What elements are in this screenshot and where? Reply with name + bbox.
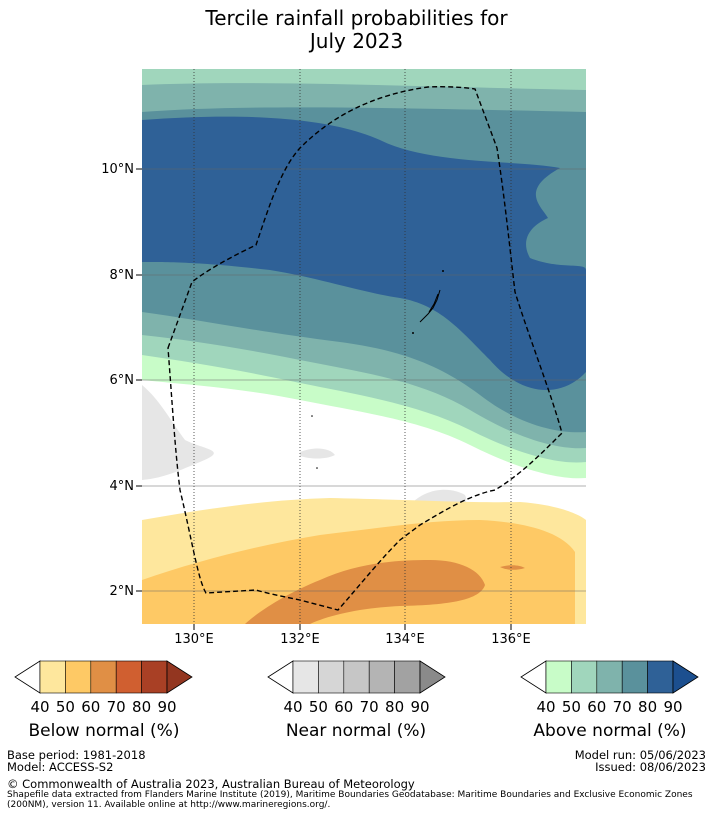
colorbar-tick-label: 40: [30, 698, 49, 716]
colorbar-above-normal: 40 50 60 70 80 90: [520, 660, 699, 716]
colorbar-segment: [115, 660, 142, 694]
island-dot: [412, 332, 414, 334]
base-period: Base period: 1981-2018: [7, 748, 146, 762]
above-80-band: [142, 116, 586, 391]
eez-boundary: [167, 86, 563, 611]
colorbar-segment: [571, 660, 598, 694]
lat-label-6n: 6°N: [110, 373, 135, 388]
colorbar-segment: [141, 660, 168, 694]
colorbar-segment: [647, 660, 674, 694]
latitude-gridlines: [142, 168, 586, 592]
colorbar-tick-label: 50: [56, 698, 75, 716]
model-name: Model: ACCESS-S2: [7, 760, 114, 774]
colorbar-tick-label: 80: [132, 698, 151, 716]
colorbar-under-triangle: [267, 660, 294, 694]
near-normal-patch-center: [300, 448, 335, 459]
colorbar-tick-label: 80: [638, 698, 657, 716]
colorbar-tick-label: 80: [385, 698, 404, 716]
colorbar-tick-label: 50: [309, 698, 328, 716]
colorbar-tick-label: 70: [107, 698, 126, 716]
island-dot: [442, 270, 444, 272]
lon-label-136e: 136°E: [491, 632, 531, 647]
copyright: © Commonwealth of Australia 2023, Austra…: [7, 777, 415, 791]
below-60-band: [245, 560, 485, 624]
palau-islands: [419, 289, 441, 323]
map-title: Tercile rainfall probabilities for July …: [0, 7, 713, 53]
colorbar-segment: [90, 660, 117, 694]
title-line-2: July 2023: [309, 29, 404, 53]
colorbar-segment: [368, 660, 395, 694]
colorbar-tick-label: 40: [283, 698, 302, 716]
longitude-gridlines: [193, 69, 512, 624]
lat-label-4n: 4°N: [110, 479, 135, 494]
colorbar-tick-label: 50: [562, 698, 581, 716]
colorbar-segment: [394, 660, 421, 694]
colorbar-segment: [343, 660, 370, 694]
colorbar-over-triangle: [166, 660, 193, 694]
colorbar-below-normal: 40 50 60 70 80 90: [14, 660, 193, 716]
colorbar-tick-label: 70: [360, 698, 379, 716]
lon-label-130e: 130°E: [174, 632, 214, 647]
colorbar-segment: [596, 660, 623, 694]
shapefile-credit: Shapefile data extracted from Flanders M…: [7, 790, 712, 810]
lat-label-2n: 2°N: [110, 584, 135, 599]
colorbar-tick-label: 60: [81, 698, 100, 716]
colorbar-over-triangle: [672, 660, 699, 694]
colorbar-tick-label: 60: [334, 698, 353, 716]
lon-label-132e: 132°E: [280, 632, 320, 647]
issued-date: Issued: 08/06/2023: [595, 760, 706, 774]
probability-field: [142, 69, 586, 624]
footer-right: Model run: 05/06/2023 Issued: 08/06/2023: [575, 749, 706, 773]
colorbar-tick-label: 70: [613, 698, 632, 716]
near-normal-patch-west: [142, 385, 214, 480]
colorbar-above-title: Above normal (%): [533, 721, 687, 741]
colorbar-tick-label: 60: [587, 698, 606, 716]
axis-ticks: [136, 168, 512, 630]
colorbar-tick-label: 90: [410, 698, 429, 716]
island-dot: [316, 467, 318, 469]
shapefile-credit-line-1: Shapefile data extracted from Flanders M…: [7, 790, 693, 800]
colorbar-near-title: Near normal (%): [285, 721, 427, 741]
colorbar-over-triangle: [419, 660, 446, 694]
colorbar-tick-label: 90: [157, 698, 176, 716]
colorbar-below-title: Below normal (%): [28, 721, 180, 741]
model-run: Model run: 05/06/2023: [574, 748, 706, 762]
lat-label-8n: 8°N: [110, 268, 135, 283]
colorbar-near-normal: 40 50 60 70 80 90: [267, 660, 446, 716]
title-line-1: Tercile rainfall probabilities for: [205, 6, 508, 30]
lon-label-134e: 134°E: [385, 632, 425, 647]
colorbar-tick-label: 90: [663, 698, 682, 716]
colorbar-segment: [292, 660, 319, 694]
below-60-spot: [500, 565, 525, 570]
footer-left: Base period: 1981-2018 Model: ACCESS-S2: [7, 749, 146, 773]
colorbar-segment: [39, 660, 66, 694]
lat-label-10n: 10°N: [101, 162, 134, 177]
colorbar-under-triangle: [14, 660, 41, 694]
shapefile-credit-line-2: (200NM), version 11. Available online at…: [7, 800, 331, 810]
colorbar-segment: [318, 660, 345, 694]
colorbar-under-triangle: [520, 660, 547, 694]
colorbar-tick-label: 40: [536, 698, 555, 716]
island-dot: [311, 415, 313, 417]
colorbar-segment: [65, 660, 92, 694]
colorbar-segment: [621, 660, 648, 694]
colorbar-segment: [545, 660, 572, 694]
